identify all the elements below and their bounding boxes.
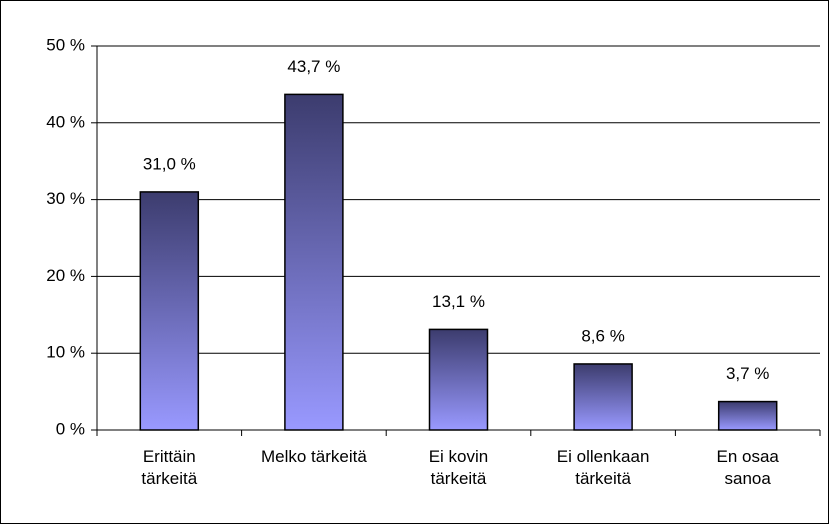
bar xyxy=(139,191,200,431)
data-label: 13,1 % xyxy=(432,292,485,311)
data-label: 8,6 % xyxy=(581,326,624,345)
data-label: 3,7 % xyxy=(726,364,769,383)
bar xyxy=(573,363,633,431)
y-tick-label: 10 % xyxy=(46,343,85,362)
y-tick-label: 40 % xyxy=(46,112,85,131)
data-label: 43,7 % xyxy=(287,57,340,76)
x-tick-label: Erittäin tärkeitä xyxy=(141,447,198,488)
x-tick-label: Ei ollenkaan tärkeitä xyxy=(556,447,650,488)
data-label: 31,0 % xyxy=(143,154,196,173)
bar xyxy=(284,93,344,431)
x-tick-label: En osaa sanoa xyxy=(716,447,779,488)
y-tick-label: 50 % xyxy=(46,35,85,54)
y-tick-label: 0 % xyxy=(56,419,85,438)
y-tick-label: 20 % xyxy=(46,266,85,285)
x-tick-label: Melko tärkeitä xyxy=(260,447,367,466)
x-tick-label: Ei kovin tärkeitä xyxy=(428,447,489,488)
y-tick-label: 30 % xyxy=(46,189,85,208)
bar xyxy=(717,400,778,431)
bar xyxy=(428,328,489,431)
